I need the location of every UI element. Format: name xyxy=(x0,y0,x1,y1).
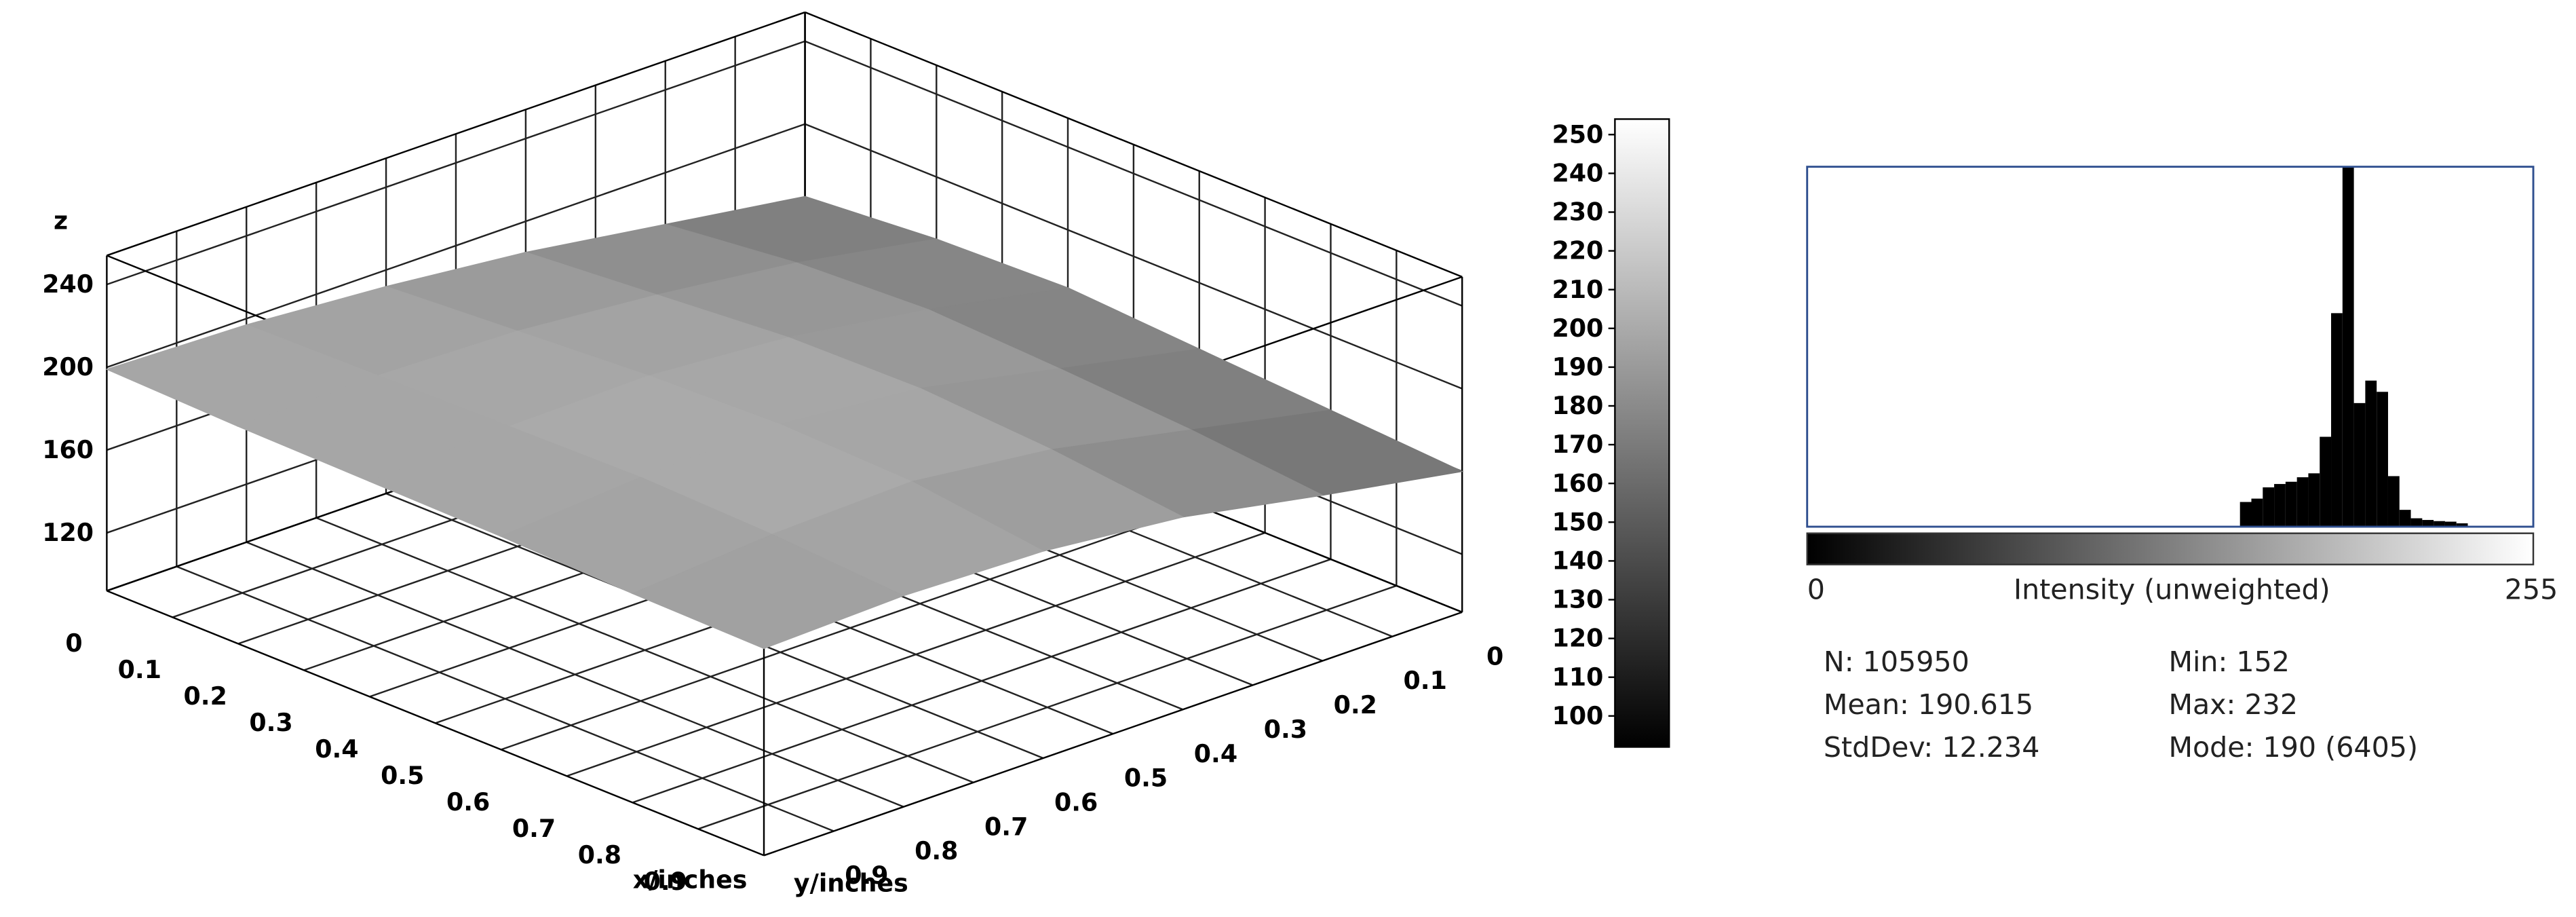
histogram-bar xyxy=(2239,502,2252,527)
y-tick-label: 0.1 xyxy=(1404,666,1447,695)
colorbar-tick-label: 110 xyxy=(1552,662,1604,692)
colorbar-tick-label: 200 xyxy=(1552,314,1604,343)
histogram-bar xyxy=(2422,520,2434,527)
histogram-bar xyxy=(2434,521,2445,527)
wall-grid-line xyxy=(107,40,805,286)
z-tick-label: 120 xyxy=(42,518,94,547)
box-edge xyxy=(805,11,1463,278)
colorbar-tick-label: 230 xyxy=(1552,198,1604,227)
y-tick-label: 0.5 xyxy=(1124,764,1168,793)
histogram-bar xyxy=(2444,521,2457,527)
colorbar-tick-label: 150 xyxy=(1552,507,1604,536)
z-tick-label: 240 xyxy=(42,269,94,299)
x-tick-label: 0.3 xyxy=(249,708,292,737)
histogram-bar xyxy=(2342,166,2354,527)
histogram-x-label: Intensity (unweighted) xyxy=(2014,574,2330,606)
colorbar-tick-label: 120 xyxy=(1552,624,1604,653)
histogram-bar xyxy=(2399,510,2411,527)
stat-text: Mode: 190 (6405) xyxy=(2168,731,2418,764)
histogram-bar xyxy=(2365,380,2377,527)
y-tick-label: 0.6 xyxy=(1054,787,1098,817)
histogram-bar xyxy=(2308,473,2320,527)
surface-patch xyxy=(631,534,905,650)
z-tick-label: 200 xyxy=(42,352,94,381)
wall-grid-line xyxy=(805,123,1463,390)
box-edge xyxy=(106,590,765,857)
histogram-bar xyxy=(2285,481,2297,527)
colorbar-tick-label: 250 xyxy=(1552,119,1604,149)
y-tick-label: 0.7 xyxy=(984,812,1028,841)
x-tick-label: 0.2 xyxy=(184,681,227,711)
histogram-bar xyxy=(2263,487,2275,527)
histogram-bar xyxy=(2353,403,2366,527)
colorbar-tick-label: 100 xyxy=(1552,701,1604,730)
y-tick-label: 0.9 xyxy=(845,861,888,890)
y-axis-label: y/inches xyxy=(794,869,908,898)
histogram-x-tick-label: 255 xyxy=(2505,574,2558,606)
histogram-frame xyxy=(1806,166,2535,528)
histogram-bar xyxy=(2274,484,2286,527)
x-tick-label: 0.1 xyxy=(118,655,161,684)
colorbar-tick-label: 220 xyxy=(1552,236,1604,265)
x-tick-label: 0 xyxy=(65,629,82,658)
y-tick-label: 0.2 xyxy=(1334,690,1377,719)
y-tick-label: 0.8 xyxy=(915,836,958,865)
histogram-bar xyxy=(2296,477,2309,527)
x-tick-label: 0.7 xyxy=(512,814,556,843)
stat-text: Max: 232 xyxy=(2168,688,2298,721)
stat-text: Mean: 190.615 xyxy=(1824,688,2033,721)
x-tick-label: 0.9 xyxy=(644,867,687,896)
floor-grid-line xyxy=(246,541,904,808)
stat-text: Min: 152 xyxy=(2168,645,2290,678)
colorbar-tick-label: 170 xyxy=(1552,430,1604,459)
z-tick-label: 160 xyxy=(42,435,94,464)
box-edge xyxy=(763,611,1463,857)
histogram-bar xyxy=(2377,392,2388,527)
x-tick-label: 0.8 xyxy=(578,840,621,869)
colorbar xyxy=(1614,118,1670,748)
stat-text: N: 105950 xyxy=(1824,645,1969,678)
x-axis-label: x/inches xyxy=(633,865,748,895)
histogram-bar xyxy=(2251,498,2263,527)
colorbar-tick-label: 140 xyxy=(1552,546,1604,576)
y-tick-label: 0.4 xyxy=(1194,739,1237,768)
colorbar-tick-label: 240 xyxy=(1552,158,1604,187)
colorbar-tick-label: 210 xyxy=(1552,275,1604,304)
x-tick-label: 0.5 xyxy=(381,761,424,790)
wall-grid-line xyxy=(805,40,1463,307)
colorbar-tick-label: 130 xyxy=(1552,585,1604,614)
histogram-bar xyxy=(2331,313,2343,527)
colorbar-tick-label: 180 xyxy=(1552,391,1604,420)
x-tick-label: 0.4 xyxy=(315,734,358,764)
y-tick-label: 0.3 xyxy=(1264,715,1307,744)
y-tick-label: 0 xyxy=(1486,641,1503,671)
box-edge xyxy=(107,11,805,257)
wall-grid-line xyxy=(107,123,805,369)
x-tick-label: 0.6 xyxy=(446,787,490,817)
histogram-bar xyxy=(2410,518,2423,527)
histogram-bar xyxy=(2456,523,2468,527)
floor-grid-line xyxy=(176,565,834,832)
colorbar-tick-label: 190 xyxy=(1552,352,1604,381)
histogram-bar xyxy=(2320,436,2332,527)
colorbar-tick-label: 160 xyxy=(1552,468,1604,498)
floor-grid-line xyxy=(315,517,974,783)
stat-text: StdDev: 12.234 xyxy=(1824,731,2039,764)
histogram-x-tick-label: 0 xyxy=(1807,574,1825,606)
histogram-bar xyxy=(2387,476,2400,527)
z-axis-label: z xyxy=(54,206,68,236)
intensity-ramp xyxy=(1806,532,2535,565)
